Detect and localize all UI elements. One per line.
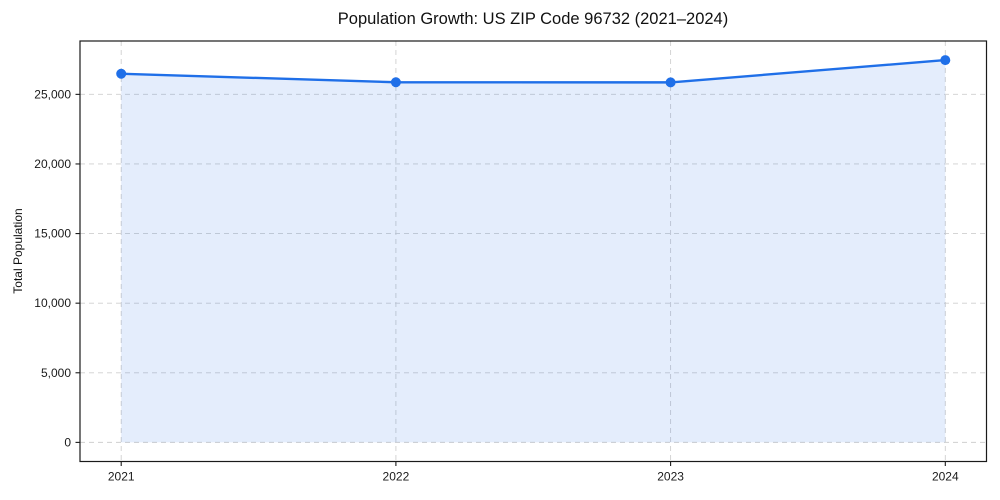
y-tick-label: 5,000 — [41, 366, 71, 380]
y-tick-label: 0 — [64, 435, 71, 449]
data-point-marker — [390, 77, 401, 88]
data-point-marker — [116, 68, 127, 79]
chart-title: Population Growth: US ZIP Code 96732 (20… — [337, 10, 729, 28]
area-fill — [121, 60, 946, 443]
plot-border — [79, 40, 988, 463]
data-point-marker — [665, 77, 676, 88]
x-tick-label: 2023 — [657, 470, 684, 484]
data-point-marker — [940, 55, 951, 66]
x-tick-label: 2024 — [932, 470, 959, 484]
x-tick-label: 2022 — [383, 470, 410, 484]
y-tick-label: 10,000 — [34, 296, 71, 310]
y-tick-label: 15,000 — [34, 227, 71, 241]
y-tick-label: 20,000 — [34, 157, 71, 171]
x-tick-label: 2021 — [108, 470, 135, 484]
y-tick-label: 25,000 — [34, 87, 71, 101]
population-line — [120, 58, 947, 84]
